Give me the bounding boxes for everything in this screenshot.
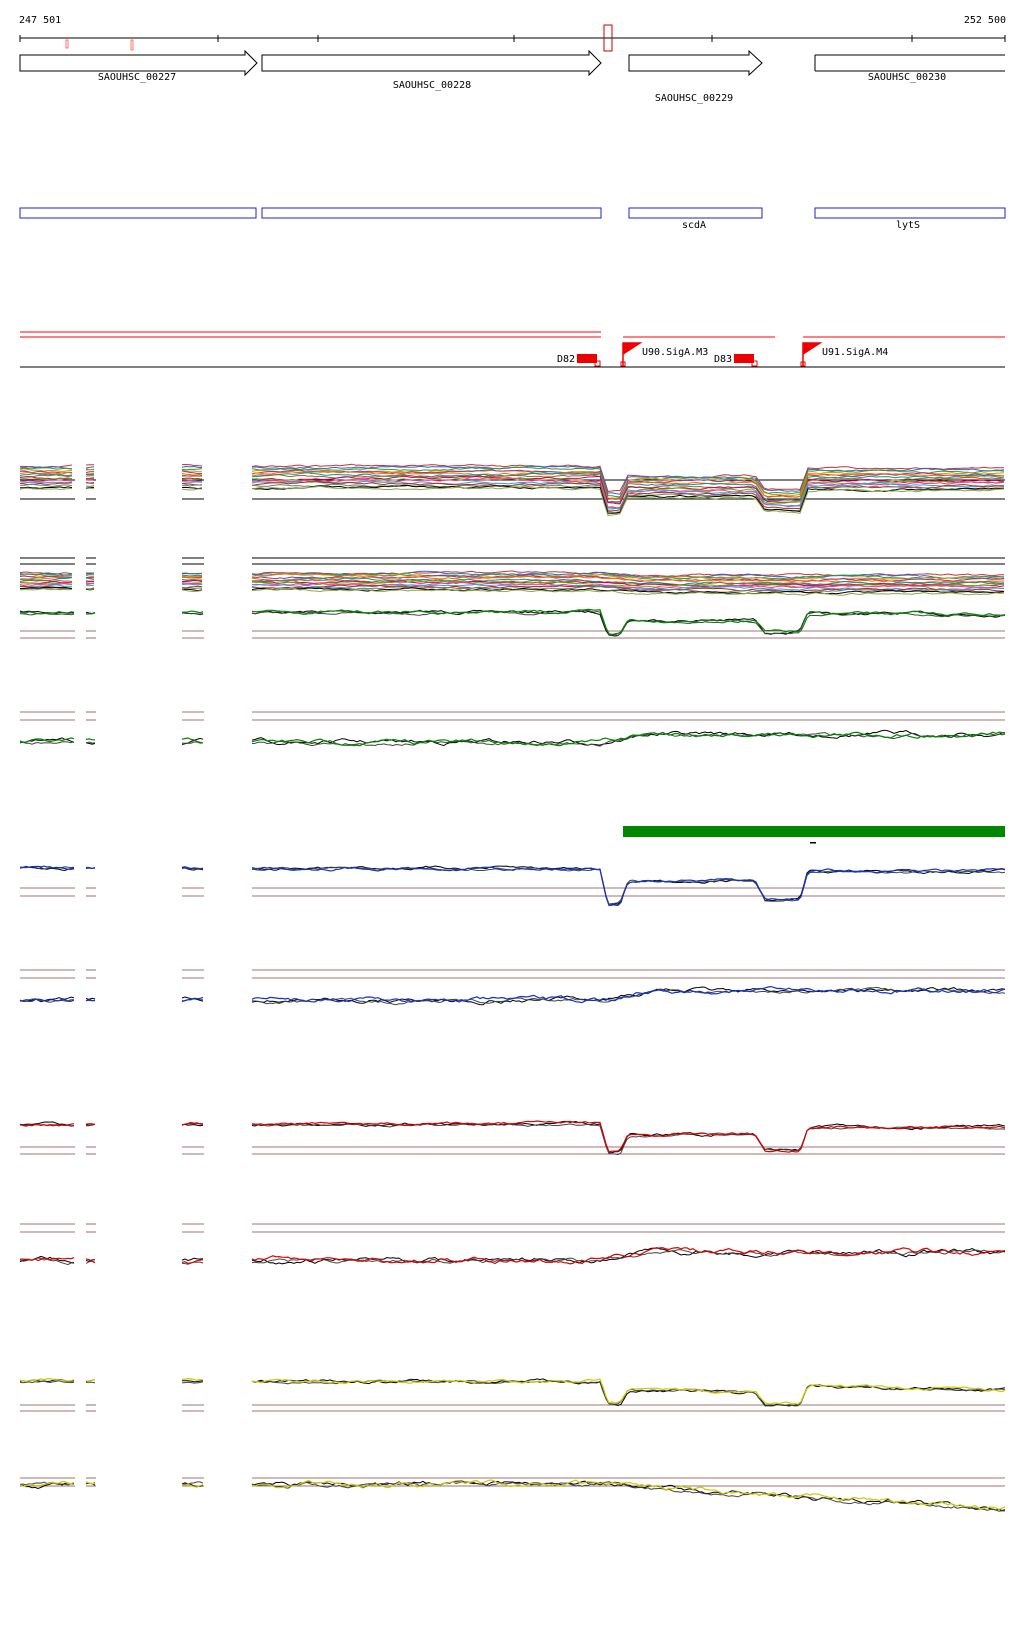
signal-line: [19, 1249, 1006, 1266]
signal-line: [19, 477, 1005, 509]
signal-line: [19, 581, 1004, 590]
signal-line: [19, 579, 1005, 588]
gene-label: SAOUHSC_00229: [655, 93, 733, 104]
promoter-flag: [800, 361, 806, 367]
gene-label: SAOUHSC_00228: [393, 80, 471, 91]
signal-line: [19, 583, 1005, 591]
signal-line: [19, 729, 1006, 747]
promoter-flag: [620, 361, 626, 367]
signal-line: [19, 574, 1005, 583]
signal-line: [19, 609, 1005, 636]
signal-line: [19, 1377, 1006, 1405]
signal-line: [19, 1379, 1006, 1407]
green-track-2: [19, 711, 1006, 747]
cds-box[interactable]: [628, 207, 763, 219]
signal-line: [19, 1378, 1006, 1407]
signal-line: [19, 481, 1005, 512]
signal-line: [19, 985, 1006, 1004]
blue-track-2: [19, 969, 1006, 1006]
gene-label: SAOUHSC_00227: [98, 72, 176, 83]
terminator-mark: [594, 360, 601, 367]
signal-line: [19, 585, 1005, 594]
ruler-ticks: [19, 35, 1006, 42]
signal-line: [19, 573, 1005, 581]
signal-line: [19, 1122, 1006, 1156]
gene-arrow[interactable]: [261, 49, 602, 77]
signal-line: [19, 1479, 1006, 1511]
yellow-track-2: [19, 1477, 1006, 1512]
yellow-track-1: [19, 1377, 1006, 1412]
cds-track: scdA lytS: [19, 207, 1006, 231]
signal-line: [19, 608, 1006, 636]
signal-line: [19, 475, 1005, 505]
condition-bar-tick: [810, 842, 816, 844]
cds-label: scdA: [682, 220, 706, 231]
gene-arrow[interactable]: [628, 49, 763, 77]
signal-line: [19, 866, 1006, 905]
cds-box[interactable]: [19, 207, 257, 219]
signal-line: [19, 468, 1005, 500]
start-coordinate: 247 501: [19, 15, 61, 26]
red-track-2: [19, 1223, 1006, 1266]
red-track-1: [19, 1120, 1006, 1156]
signal-line: [19, 580, 1005, 588]
terminator-label: D83: [714, 354, 732, 365]
end-coordinate: 252 500: [964, 15, 1006, 26]
coordinate-ruler: 247 501 252 500: [19, 15, 1006, 52]
promoter-flag[interactable]: [622, 342, 643, 366]
green-track-1: [19, 608, 1006, 639]
signal-line: [19, 1120, 1006, 1153]
signal-line: [19, 478, 1005, 509]
cds-box[interactable]: [261, 207, 602, 219]
gene-arrow[interactable]: [19, 49, 258, 77]
signal-line: [19, 472, 1005, 503]
signal-line: [19, 731, 1006, 747]
multi-condition-track-2: [19, 557, 1005, 596]
multi-condition-track-1: [19, 463, 1005, 516]
signal-line: [19, 588, 1005, 596]
signal-line: [19, 865, 1006, 907]
gene-arrow[interactable]: [814, 54, 1005, 72]
promoter-flag[interactable]: [802, 342, 823, 366]
cds-label: lytS: [896, 220, 920, 231]
promoter-label: U90.SigA.M3: [642, 347, 708, 358]
terminator-mark[interactable]: [577, 354, 597, 363]
signal-line: [19, 466, 1005, 498]
signal-line: [19, 1120, 1006, 1154]
signal-line: [19, 473, 1005, 504]
cds-box[interactable]: [814, 207, 1006, 219]
signal-line: [19, 483, 1005, 513]
gene-track: SAOUHSC_00227 SAOUHSC_00228 SAOUHSC_0022…: [19, 49, 1005, 104]
signal-line: [19, 570, 1005, 580]
signal-line: [19, 986, 1006, 1006]
terminator-mark[interactable]: [734, 354, 754, 363]
signal-line: [19, 469, 1005, 500]
terminator-mark: [751, 360, 758, 367]
signal-line: [19, 1247, 1006, 1265]
ruler-marker: [65, 39, 69, 49]
blue-track-1: [19, 865, 1006, 907]
ruler-marker: [130, 39, 134, 51]
signal-line: [20, 1246, 1006, 1265]
condition-bar: [623, 826, 1005, 837]
signal-line: [19, 485, 1005, 516]
promoter-label: U91.SigA.M4: [822, 347, 888, 358]
feature-track: D82 D83 U90.SigA.M3 U91.SigA.M4: [20, 331, 1005, 368]
signal-line: [19, 573, 1005, 581]
gene-label: SAOUHSC_00230: [868, 72, 946, 83]
signal-line: [19, 1480, 1006, 1512]
terminator-label: D82: [557, 354, 575, 365]
signal-line: [19, 470, 1005, 501]
view-position-marker: [603, 24, 613, 52]
signal-line: [19, 731, 1006, 747]
